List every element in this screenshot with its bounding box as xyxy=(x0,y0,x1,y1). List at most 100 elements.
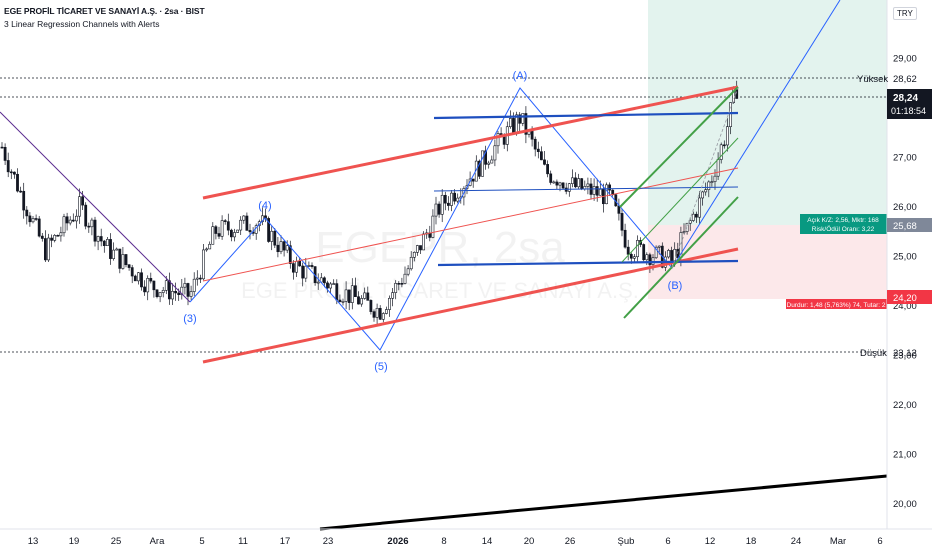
candle-down xyxy=(214,226,218,234)
candle-down xyxy=(546,164,550,175)
chart-title: EGE PROFİL TİCARET VE SANAYİ A.Ş. · 2sa … xyxy=(4,6,205,16)
blue-channel-top[interactable] xyxy=(433,111,739,120)
time-tick-label: 19 xyxy=(69,536,80,547)
candle-up xyxy=(673,249,677,261)
candle-up xyxy=(180,286,184,295)
candle-down xyxy=(561,182,565,189)
candle-up xyxy=(406,268,410,275)
candle-up xyxy=(636,240,639,258)
candle-down xyxy=(543,159,546,165)
candle-down xyxy=(595,186,599,196)
candle-down xyxy=(81,196,85,206)
candle-down xyxy=(93,219,97,242)
candle-down xyxy=(335,283,339,301)
blue-channel-bottom[interactable] xyxy=(437,259,739,267)
regression-lower[interactable] xyxy=(202,247,739,364)
candle-down xyxy=(608,184,612,191)
candle-up xyxy=(195,277,199,280)
time-tick-label: 18 xyxy=(746,536,757,547)
currency-button[interactable]: TRY xyxy=(893,7,917,20)
candle-up xyxy=(381,313,385,320)
time-tick-label: 8 xyxy=(441,536,446,547)
candle-up xyxy=(710,181,714,183)
candle-down xyxy=(223,220,227,222)
candle-up xyxy=(183,283,187,288)
regression-upper[interactable] xyxy=(202,85,739,200)
price-tick-label: 26,00 xyxy=(893,202,917,213)
time-tick-label: 11 xyxy=(238,536,248,547)
entry-price-tag: 25,68 xyxy=(887,218,932,232)
candle-up xyxy=(53,234,57,241)
candle-up xyxy=(456,197,460,202)
candle-down xyxy=(143,286,147,293)
candle-down xyxy=(267,218,271,242)
candle-down xyxy=(626,246,630,255)
candle-down xyxy=(43,238,47,261)
candle-up xyxy=(270,230,274,242)
candle-up xyxy=(307,265,311,267)
wave-path[interactable] xyxy=(189,0,841,351)
regression-mid[interactable] xyxy=(202,167,739,282)
blue-channel-mid[interactable] xyxy=(433,186,739,192)
wave-label-b: (B) xyxy=(668,280,683,292)
green-channel-upper[interactable] xyxy=(619,86,739,208)
candle-up xyxy=(202,249,205,280)
candle-down xyxy=(536,148,540,152)
candle-down xyxy=(245,215,249,231)
entry-price: 25,68 xyxy=(893,221,917,232)
candle-down xyxy=(248,230,252,233)
stop-info-text: Durdur: 1,48 (5,763%) 74, Tutar: 2 xyxy=(787,302,886,309)
position-target-box[interactable]: Açık K/Z: 2,56, Mktr: 168 Risk/Ödül Oran… xyxy=(800,214,887,234)
candle-up xyxy=(96,236,100,242)
candle-down xyxy=(288,245,292,264)
green-channel-lower[interactable] xyxy=(623,196,739,319)
candle-up xyxy=(211,226,215,245)
position-stop-box[interactable]: Durdur: 1,48 (5,763%) 74, Tutar: 2 xyxy=(786,299,887,309)
candle-down xyxy=(6,160,10,173)
candle-down xyxy=(437,203,441,215)
watermark-name: EGE PROFİL TİCARET VE SANAYİ A.Ş. xyxy=(241,278,639,303)
candle-up xyxy=(716,159,720,177)
green-channel-mid[interactable] xyxy=(621,137,739,263)
drawings xyxy=(0,0,888,531)
candle-up xyxy=(388,297,391,310)
candle-down xyxy=(533,138,537,150)
candle-down xyxy=(0,146,4,149)
candle-up xyxy=(725,126,729,146)
candle-down xyxy=(273,230,277,246)
long-term-trend[interactable] xyxy=(319,474,888,531)
candle-down xyxy=(291,263,295,273)
time-axis[interactable]: 13 19 25 Ara 5 11 17 23 2026 8 14 20 26 Şub 6 12 18 24 Mar… xyxy=(28,536,883,547)
trend-line-down[interactable] xyxy=(0,111,191,303)
candle-up xyxy=(171,290,174,300)
candle-down xyxy=(22,190,26,211)
candle-up xyxy=(75,215,78,222)
stop-price-tag: 24,20 xyxy=(887,290,932,304)
price-axis[interactable]: 29,0028,0027,0026,0025,0024,0023,0022,00… xyxy=(893,54,917,511)
candle-up xyxy=(729,102,732,127)
candle-up xyxy=(68,219,72,224)
candle-up xyxy=(121,254,125,269)
candle-up xyxy=(567,183,571,192)
profit-zone[interactable] xyxy=(648,0,887,225)
candle-up xyxy=(236,229,240,233)
candle-down xyxy=(539,151,543,161)
candle-down xyxy=(84,204,88,227)
candle-up xyxy=(508,118,512,128)
candle-down xyxy=(484,150,488,165)
high-value: 28,62 xyxy=(893,74,917,85)
candle-down xyxy=(155,289,159,298)
candle-up xyxy=(375,307,379,318)
candle-up xyxy=(440,194,444,215)
candle-up xyxy=(192,278,196,292)
candle-down xyxy=(168,280,171,300)
candle-up xyxy=(350,285,354,303)
candle-up xyxy=(719,144,723,160)
candle-up xyxy=(329,283,333,289)
indicator-title[interactable]: 3 Linear Regression Channels with Alerts xyxy=(4,19,160,29)
candle-up xyxy=(632,256,636,259)
candle-down xyxy=(152,280,156,291)
candle-down xyxy=(338,299,342,302)
